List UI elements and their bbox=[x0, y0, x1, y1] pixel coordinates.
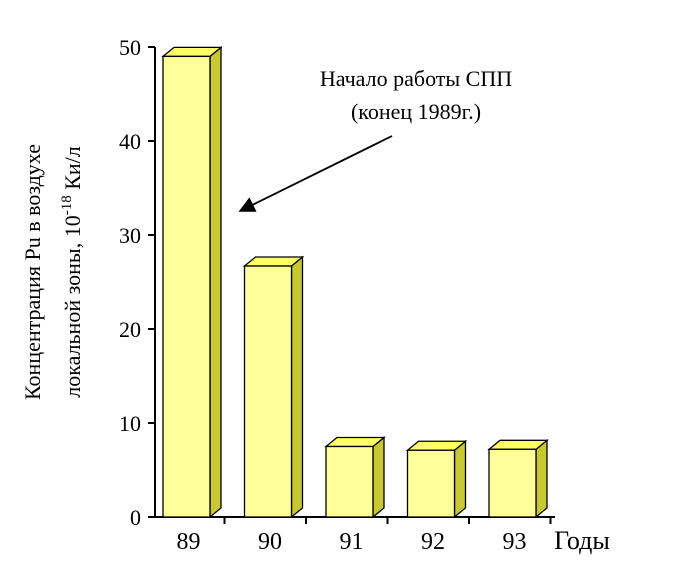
bar-front bbox=[243, 265, 293, 518]
bar-side bbox=[372, 436, 385, 519]
bar-front bbox=[325, 445, 374, 518]
annotation-arrow bbox=[238, 135, 393, 212]
y-ticks: 0 10 20 30 40 50 bbox=[119, 35, 155, 530]
y-tick-label: 0 bbox=[130, 505, 141, 530]
y-tick-label: 50 bbox=[119, 35, 141, 60]
bar-89 bbox=[161, 46, 223, 519]
bar-92 bbox=[405, 439, 468, 519]
y-axis-label-line2: локальной зоны, 10-18 Ки/л bbox=[59, 146, 85, 398]
bars bbox=[161, 46, 549, 519]
y-axis-label-unit-suffix: Ки/л bbox=[60, 146, 85, 195]
bar-top bbox=[487, 439, 549, 450]
bar-front bbox=[406, 449, 456, 518]
bar-91 bbox=[324, 436, 386, 519]
bar-side bbox=[209, 46, 222, 519]
y-tick-label: 10 bbox=[119, 411, 141, 436]
x-tick-labels: 89 90 91 92 93 bbox=[177, 517, 552, 555]
bar-front bbox=[488, 448, 537, 518]
bar-93 bbox=[487, 438, 549, 519]
annotation-line1: Начало работы СПП bbox=[320, 66, 512, 91]
bar-top bbox=[324, 436, 386, 448]
y-tick-label: 20 bbox=[119, 317, 141, 342]
y-axis-label-unit-prefix: локальной зоны, 10 bbox=[60, 215, 85, 397]
y-tick-label: 30 bbox=[119, 223, 141, 248]
x-tick-label: 90 bbox=[258, 529, 282, 555]
annotation-line2: (конец 1989г.) bbox=[351, 99, 481, 124]
y-tick-label: 40 bbox=[119, 129, 141, 154]
bar-side bbox=[290, 255, 304, 519]
y-axis-label-line1: Концентрация Pu в воздухе bbox=[20, 144, 45, 400]
bar-side bbox=[453, 439, 467, 519]
x-tick-label: 93 bbox=[503, 529, 527, 555]
x-tick-label: 91 bbox=[340, 529, 364, 555]
x-axis-label: Годы bbox=[554, 526, 610, 555]
bar-90 bbox=[242, 255, 305, 519]
x-tick-label: 89 bbox=[177, 529, 201, 555]
x-tick-label: 92 bbox=[421, 529, 445, 555]
bar-side bbox=[535, 438, 548, 519]
bar-front bbox=[162, 55, 211, 518]
bar-top bbox=[242, 256, 305, 267]
y-axis-label-unit-exponent: -18 bbox=[59, 195, 75, 215]
bar-top bbox=[161, 46, 223, 58]
bar-top bbox=[405, 440, 468, 451]
